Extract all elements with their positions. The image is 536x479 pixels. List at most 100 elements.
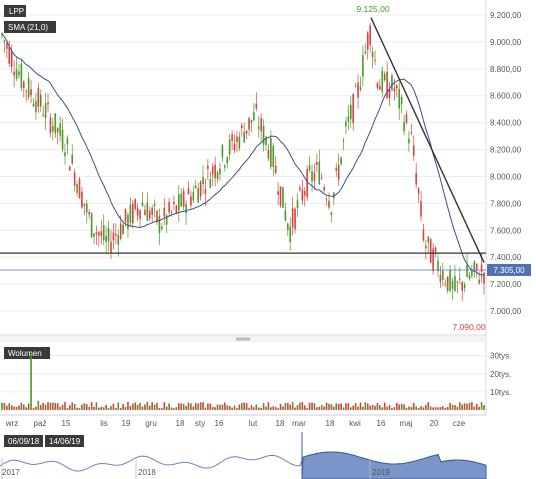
symbol-badge[interactable] <box>4 5 26 17</box>
sma-badge[interactable] <box>4 21 56 33</box>
volume-bar <box>395 402 398 410</box>
navigator-selected-range[interactable] <box>301 451 487 479</box>
trend-line[interactable] <box>370 17 485 263</box>
volume-bar <box>102 407 105 410</box>
volume-bar <box>134 402 137 410</box>
volume-bar <box>325 402 328 410</box>
panel-divider-grip[interactable] <box>236 337 250 341</box>
candle-body <box>432 248 434 272</box>
volume-bar <box>432 407 434 410</box>
candle-body <box>69 166 71 171</box>
candle-body <box>64 152 66 157</box>
volume-bar <box>400 403 403 410</box>
candle-body <box>129 204 132 223</box>
candle-body <box>483 272 485 284</box>
candle-body <box>454 276 456 291</box>
volume-bar <box>376 402 379 410</box>
candle-body <box>115 233 117 236</box>
volume-bar <box>393 407 396 410</box>
volume-bar <box>328 403 330 410</box>
volume-bar <box>194 403 197 410</box>
sma-line <box>1 33 485 276</box>
candle-body <box>107 228 110 242</box>
candle-body <box>364 51 367 54</box>
volume-tick-label: 30tys. <box>490 352 511 361</box>
volume-bar <box>110 406 112 410</box>
volume-bar <box>480 401 483 410</box>
volume-bar <box>347 403 350 410</box>
candle-body <box>437 261 439 271</box>
volume-bar <box>238 404 241 410</box>
candle-body <box>37 88 40 107</box>
volume-bar <box>49 402 52 410</box>
candle-body <box>168 202 170 213</box>
volume-badge[interactable] <box>4 347 50 359</box>
candle-body <box>27 77 30 98</box>
time-tick-label: gru <box>145 419 157 428</box>
volume-bar <box>446 407 449 410</box>
volume-bar <box>228 405 231 410</box>
candlesticks <box>1 23 485 302</box>
candle-body <box>233 143 236 151</box>
candle-body <box>173 201 175 205</box>
volume-bar <box>323 406 325 410</box>
volume-bar <box>303 405 306 410</box>
candle-body <box>243 131 246 143</box>
time-tick-label: mar <box>292 419 306 428</box>
volume-bar <box>454 404 456 410</box>
candle-body <box>216 171 219 179</box>
range-from-badge[interactable] <box>4 435 43 447</box>
volume-bar <box>90 402 93 410</box>
candle-body <box>393 88 396 92</box>
grid-lines <box>0 14 486 312</box>
volume-bar <box>202 402 204 410</box>
price-tick-label: 7.000,00 <box>490 307 522 316</box>
volume-bar <box>236 408 238 410</box>
volume-bar <box>349 407 352 410</box>
candle-body <box>32 103 35 107</box>
volume-bar <box>243 402 246 410</box>
volume-bar <box>352 405 355 410</box>
volume-bar <box>311 402 313 410</box>
volume-bar <box>233 405 236 410</box>
volume-bar <box>122 403 124 410</box>
volume-bar <box>100 406 103 410</box>
volume-bar <box>30 353 32 410</box>
candle-body <box>451 281 454 289</box>
candle-body <box>214 164 216 179</box>
volume-bar <box>463 403 466 410</box>
candle-body <box>417 188 420 194</box>
volume-bar <box>47 402 49 410</box>
time-tick-label: 15 <box>62 419 71 428</box>
candle-body <box>204 189 207 194</box>
candle-body <box>347 116 350 122</box>
candle-body <box>3 40 6 43</box>
volume-bar <box>250 405 253 410</box>
volume-bar <box>178 403 180 410</box>
candle-body <box>463 284 466 289</box>
candle-body <box>284 210 287 221</box>
volume-bar <box>156 402 158 410</box>
candle-body <box>468 275 471 279</box>
candle-body <box>289 226 292 243</box>
candle-body <box>144 209 146 216</box>
range-to-badge[interactable] <box>45 435 84 447</box>
volume-bar <box>76 407 78 410</box>
time-tick-label: 16 <box>377 419 386 428</box>
candle-body <box>262 126 265 145</box>
candle-body <box>156 210 158 223</box>
volume-bar <box>333 406 335 410</box>
candle-body <box>95 232 98 234</box>
volume-bar <box>144 404 146 410</box>
price-tick-label: 8.200,00 <box>490 146 522 155</box>
volume-bar <box>468 402 471 410</box>
volume-bar <box>272 406 275 410</box>
time-tick-label: paź <box>34 419 47 428</box>
candle-body <box>294 208 296 230</box>
candle-body <box>296 200 299 208</box>
volume-bar <box>255 404 258 410</box>
volume-bar <box>18 405 20 410</box>
candle-body <box>412 145 415 156</box>
candle-body <box>461 281 464 291</box>
volume-bar <box>10 405 13 410</box>
